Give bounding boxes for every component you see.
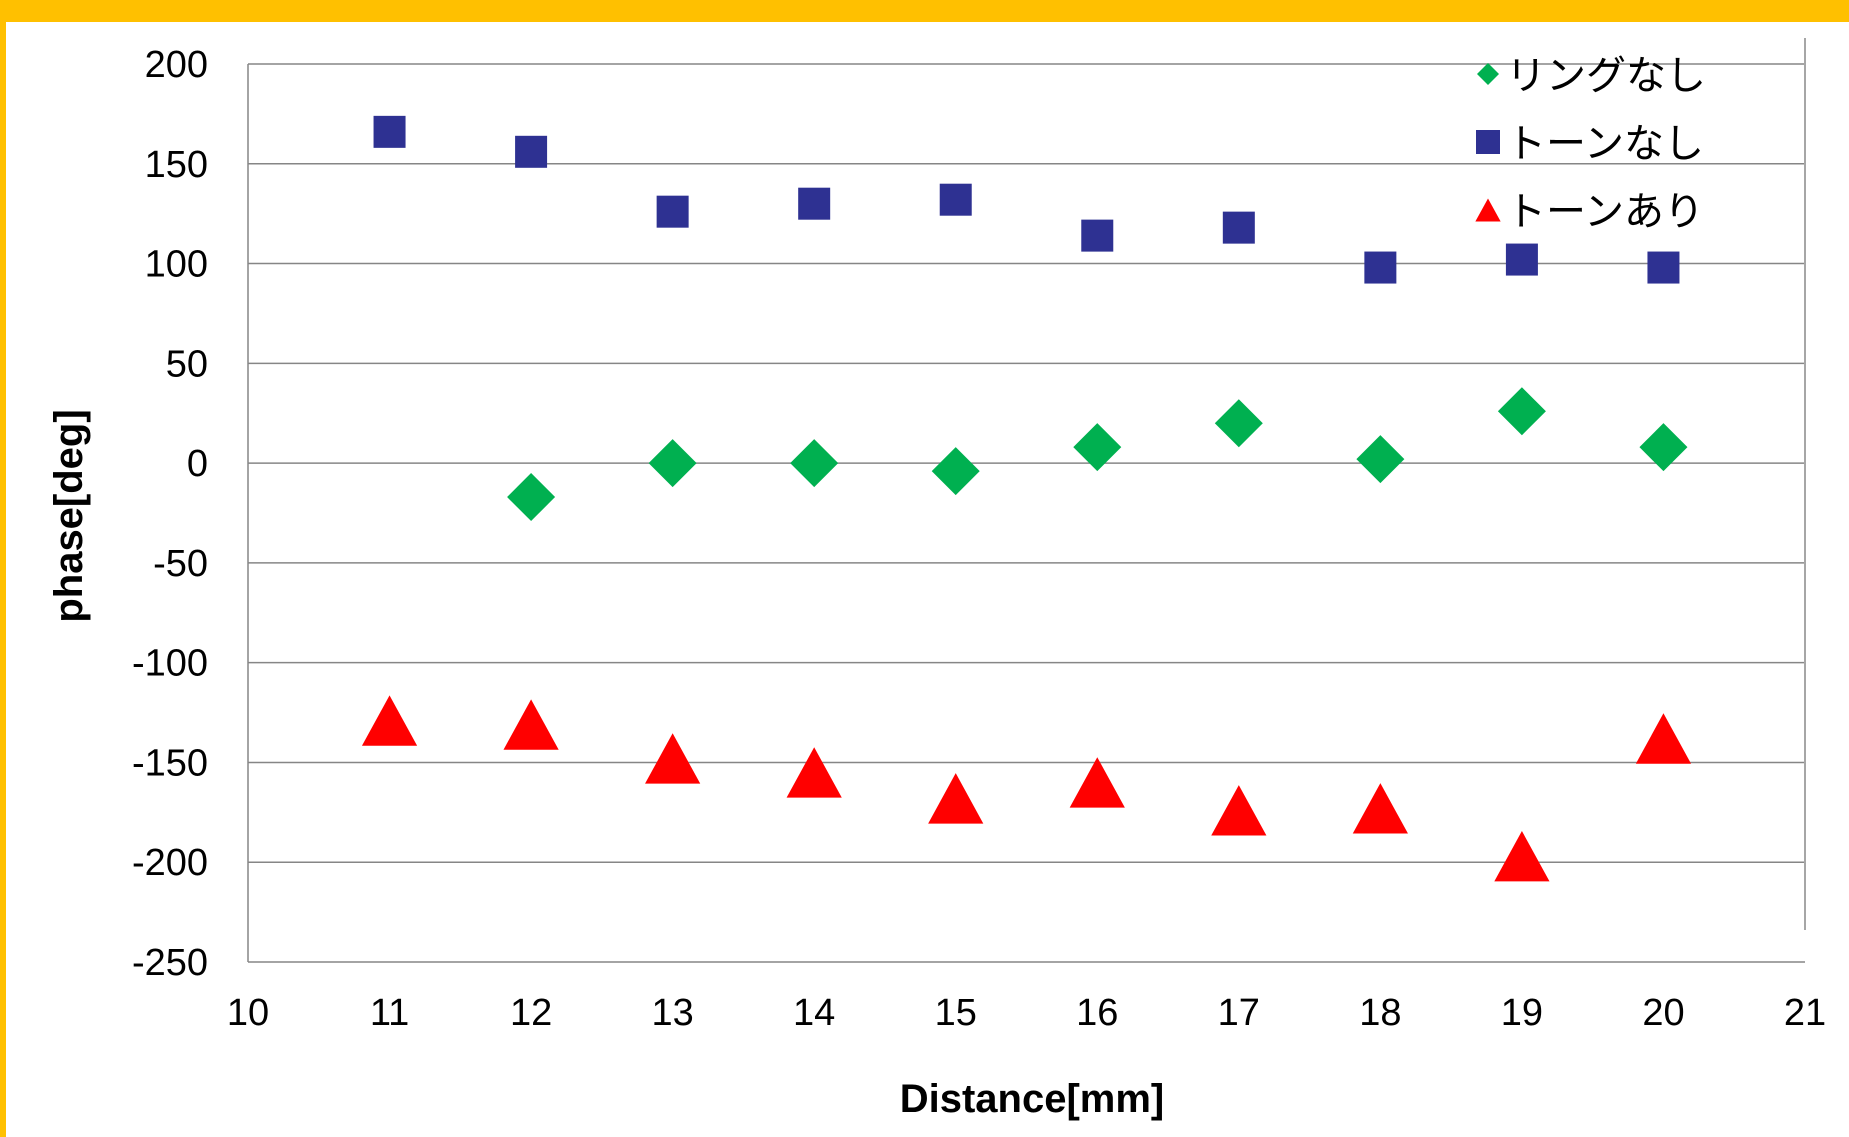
data-point-square (1222, 211, 1255, 244)
data-point-diamond (1073, 423, 1122, 472)
data-point-triangle (361, 695, 418, 746)
x-tick-label: 10 (227, 992, 269, 1034)
data-point-square (1081, 219, 1114, 252)
data-point-square (798, 187, 831, 220)
data-point-triangle (1352, 783, 1408, 834)
y-axis-title: phase[deg] (47, 409, 91, 622)
data-point-diamond (1214, 399, 1263, 448)
data-point-triangle (1635, 713, 1692, 764)
data-point-square (939, 183, 972, 216)
x-axis-title: Distance[mm] (900, 1077, 1165, 1121)
x-tick-label: 15 (935, 992, 977, 1034)
legend-marker-diamond (1477, 63, 1499, 85)
y-tick-label: 50 (166, 343, 208, 385)
data-point-square (1647, 251, 1680, 284)
x-tick-label: 16 (1076, 992, 1118, 1034)
data-point-triangle (1211, 785, 1267, 836)
data-point-square (1505, 243, 1538, 276)
y-tick-label: -100 (132, 643, 208, 685)
data-point-triangle (645, 733, 701, 784)
legend-label: トーンなし (1506, 121, 1704, 167)
x-tick-label: 12 (510, 992, 552, 1034)
data-point-diamond (507, 473, 556, 522)
frame-left-band (0, 0, 6, 1137)
x-tick-label: 20 (1642, 992, 1684, 1034)
data-point-diamond (931, 447, 980, 496)
x-tick-label: 14 (793, 992, 835, 1034)
data-point-diamond (648, 439, 697, 488)
x-tick-label: 17 (1218, 992, 1260, 1034)
data-points (361, 115, 1692, 882)
data-point-triangle (786, 747, 842, 798)
data-point-square (515, 135, 548, 168)
axes (247, 38, 1806, 962)
x-tick-label: 11 (370, 992, 409, 1034)
data-point-square (656, 195, 689, 228)
y-tick-label: 200 (145, 44, 208, 86)
y-tick-labels: 200 150 100 50 0 -50 -100 -150 -200 -250 (132, 44, 208, 984)
data-point-triangle (1494, 831, 1550, 882)
data-point-diamond (1497, 387, 1546, 436)
y-tick-label: 100 (145, 244, 208, 286)
y-tick-label: -50 (153, 543, 208, 585)
data-point-triangle (928, 773, 984, 824)
legend-label: リングなし (1506, 53, 1706, 99)
data-point-square (373, 115, 406, 148)
y-tick-label: 150 (145, 144, 208, 186)
data-point-diamond (1639, 423, 1688, 472)
legend-label: トーンあり (1506, 189, 1704, 235)
data-point-diamond (790, 439, 839, 488)
x-tick-label: 13 (651, 992, 693, 1034)
x-tick-labels: 10 11 12 13 14 15 16 17 18 19 20 21 (227, 992, 1826, 1034)
data-point-triangle (503, 699, 559, 750)
x-tick-label: 18 (1359, 992, 1401, 1034)
frame-top-band (0, 0, 1849, 22)
x-tick-label: 19 (1501, 992, 1543, 1034)
y-tick-label: -250 (132, 942, 208, 984)
legend-marker-triangle (1475, 198, 1501, 222)
x-tick-label: 21 (1784, 992, 1826, 1034)
data-point-triangle (1069, 757, 1125, 808)
legend-marker-square (1476, 130, 1500, 154)
data-point-square (1364, 251, 1397, 284)
gridlines (248, 63, 1805, 963)
data-point-diamond (1356, 435, 1405, 484)
y-tick-label: -150 (132, 742, 208, 784)
y-tick-label: 0 (187, 443, 208, 485)
y-tick-label: -200 (132, 842, 208, 884)
